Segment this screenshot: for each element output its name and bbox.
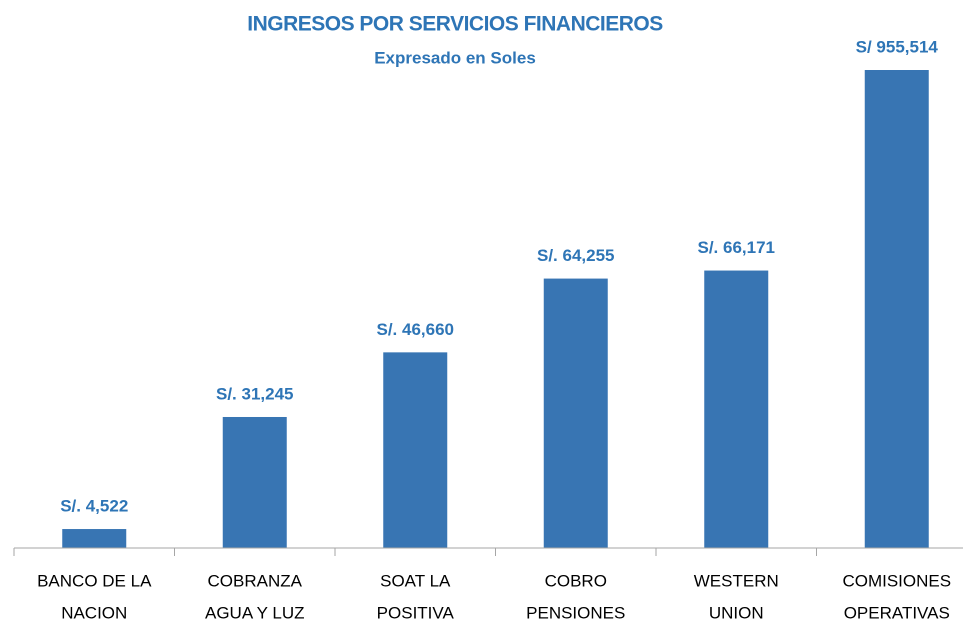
value-label: S/. 64,255 — [537, 246, 615, 265]
x-tick-label: OPERATIVAS — [844, 603, 950, 622]
x-tick-label: POSITIVA — [377, 603, 455, 622]
value-label: S/. 31,245 — [216, 384, 294, 403]
value-label: S/. 66,171 — [697, 238, 775, 257]
bar — [222, 416, 287, 548]
x-tick-label: WESTERN — [694, 571, 779, 590]
x-tick-label: NACION — [61, 603, 127, 622]
value-label: S/ 955,514 — [856, 37, 939, 56]
x-tick-label: AGUA Y LUZ — [205, 603, 305, 622]
bar — [704, 270, 769, 548]
x-tick-label: SOAT LA — [380, 571, 451, 590]
x-tick-label: UNION — [709, 603, 764, 622]
x-tick-label: COBRANZA — [208, 571, 303, 590]
bar — [62, 529, 127, 548]
value-label: S/. 46,660 — [376, 320, 454, 339]
x-tick-label: COBRO — [545, 571, 607, 590]
x-tick-label: BANCO DE LA — [37, 571, 152, 590]
x-tick-label: COMISIONES — [842, 571, 951, 590]
chart-title: INGRESOS POR SERVICIOS FINANCIEROS — [247, 13, 663, 36]
bar — [864, 70, 929, 548]
bar — [543, 278, 608, 548]
bar — [383, 352, 448, 548]
value-label: S/. 4,522 — [60, 497, 128, 516]
x-tick-label: PENSIONES — [526, 603, 625, 622]
plot-area — [62, 70, 929, 548]
chart-subtitle: Expresado en Soles — [374, 48, 536, 67]
